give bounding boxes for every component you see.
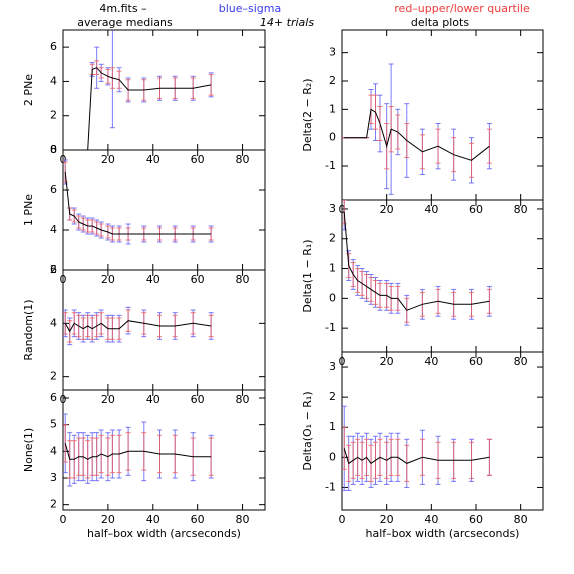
y-tick-label: 3 <box>329 202 336 215</box>
y-axis-label: 1 PNe <box>22 194 35 226</box>
x-tick-label: 20 <box>380 203 394 216</box>
x-tick-label: 40 <box>146 513 160 526</box>
x-tick-label: 60 <box>469 513 483 526</box>
y-tick-label: 3 <box>50 471 57 484</box>
x-tick-label: 60 <box>469 203 483 216</box>
x-tick-label: 40 <box>424 513 438 526</box>
header-blue: blue–sigma <box>219 2 282 15</box>
y-tick-label: 1 <box>329 262 336 275</box>
panel-frame <box>62 389 266 511</box>
y-tick-label: 0 <box>329 291 336 304</box>
data-line <box>343 448 490 465</box>
y-tick-label: 5 <box>50 418 57 431</box>
error-bar <box>208 314 214 338</box>
y-tick-label: 3 <box>329 46 336 59</box>
y-axis-label: None(1) <box>22 428 35 472</box>
y-tick-label: 2 <box>50 109 57 122</box>
y-tick-label: 2 <box>50 498 57 511</box>
y-tick-label: 4 <box>50 444 57 457</box>
x-tick-label: 80 <box>236 393 250 406</box>
y-tick-label: 2 <box>329 390 336 403</box>
y-tick-label: -1 <box>325 159 336 172</box>
y-tick-label: 4 <box>50 223 57 236</box>
error-bar <box>208 74 214 96</box>
x-tick-label: 80 <box>236 513 250 526</box>
y-tick-label: 2 <box>329 232 336 245</box>
x-axis-label: half–box width (arcseconds) <box>366 527 520 540</box>
y-tick-label: 0 <box>329 450 336 463</box>
y-tick-label: 8 <box>50 143 57 156</box>
y-tick-label: 2 <box>329 74 336 87</box>
y-tick-label: -1 <box>325 321 336 334</box>
data-line <box>343 211 490 311</box>
x-tick-label: 60 <box>469 355 483 368</box>
y-tick-label: 6 <box>50 391 57 404</box>
x-tick-label: 60 <box>191 153 205 166</box>
x-tick-label: 40 <box>146 153 160 166</box>
x-tick-label: 80 <box>236 273 250 286</box>
y-tick-label: 1 <box>329 420 336 433</box>
panel-frame <box>341 351 544 511</box>
x-tick-label: 80 <box>236 153 250 166</box>
x-axis-label: half–box width (arcseconds) <box>87 527 241 540</box>
y-axis-label: Random(1) <box>22 299 35 360</box>
data-line <box>65 67 212 150</box>
error-bar <box>208 437 214 476</box>
error-bar <box>208 227 214 241</box>
y-tick-label: 4 <box>50 74 57 87</box>
y-tick-label: -1 <box>325 480 336 493</box>
y-axis-label: Delta(2 − R₂) <box>301 78 314 151</box>
y-tick-label: 0 <box>329 131 336 144</box>
x-tick-label: 20 <box>101 273 115 286</box>
x-tick-label: 0 <box>60 513 67 526</box>
x-tick-label: 20 <box>101 513 115 526</box>
x-tick-label: 20 <box>380 355 394 368</box>
header-right: delta plots <box>411 16 469 29</box>
header-left: average medians <box>77 16 173 29</box>
y-tick-label: 0 <box>50 143 57 156</box>
y-tick-label: 6 <box>50 183 57 196</box>
x-tick-label: 0 <box>339 513 346 526</box>
data-line <box>64 320 212 333</box>
x-tick-label: 60 <box>191 513 205 526</box>
header-red: red–upper/lower quartile <box>394 2 530 15</box>
y-tick-label: 2 <box>50 370 57 383</box>
data-line <box>344 108 490 161</box>
x-tick-label: 40 <box>424 203 438 216</box>
data-line <box>64 171 212 235</box>
x-tick-label: 40 <box>146 273 160 286</box>
x-tick-label: 20 <box>380 513 394 526</box>
y-axis-label: 2 PNe <box>22 74 35 106</box>
x-tick-label: 60 <box>191 273 205 286</box>
x-tick-label: 40 <box>146 393 160 406</box>
y-axis-label: Delta(O₁ − R₁) <box>301 391 314 470</box>
x-tick-label: 80 <box>514 203 528 216</box>
x-tick-label: 40 <box>424 355 438 368</box>
y-tick-label: 2 <box>50 263 57 276</box>
x-tick-label: 20 <box>101 153 115 166</box>
header-file: 4m.fits – <box>99 2 146 15</box>
x-tick-label: 20 <box>101 393 115 406</box>
y-tick-label: 6 <box>50 40 57 53</box>
x-tick-label: 80 <box>514 513 528 526</box>
x-tick-label: 80 <box>514 355 528 368</box>
y-tick-label: 6 <box>50 263 57 276</box>
data-line <box>64 443 212 460</box>
y-tick-label: 1 <box>329 102 336 115</box>
y-tick-label: 4 <box>50 316 57 329</box>
y-tick-label: 3 <box>329 360 336 373</box>
y-axis-label: Delta(1 − R₁) <box>301 239 314 312</box>
x-tick-label: 60 <box>191 393 205 406</box>
header-trials: 14+ trials <box>260 16 314 29</box>
error-bar <box>486 128 492 164</box>
